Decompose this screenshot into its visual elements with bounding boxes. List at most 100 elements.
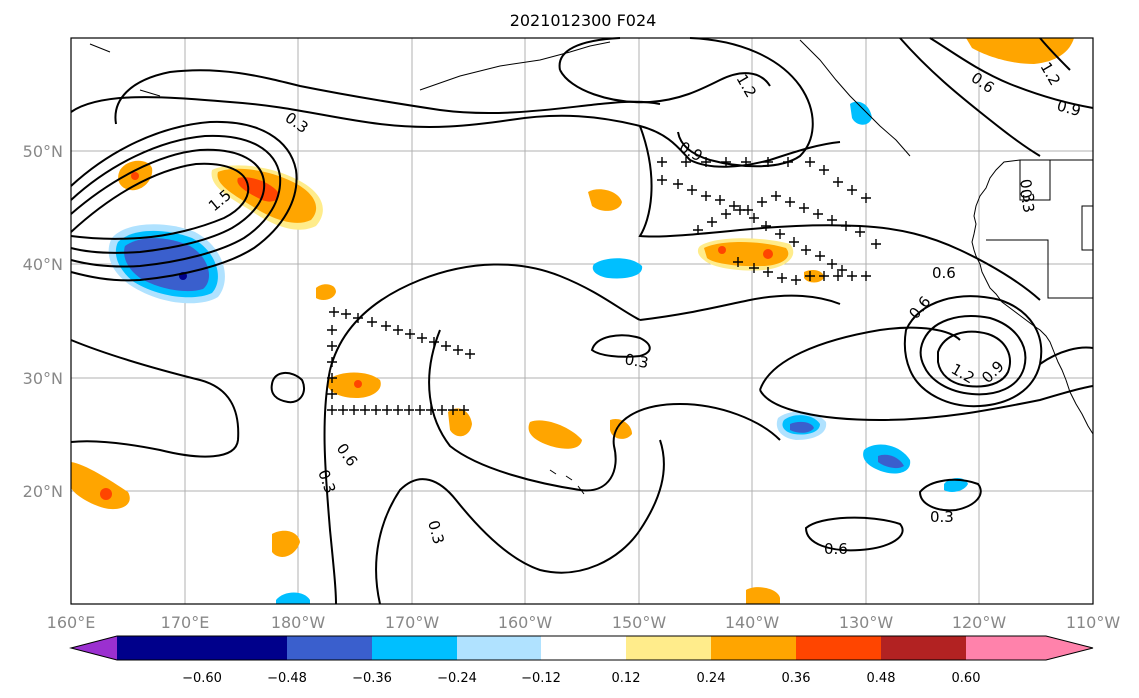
storm-track-plus-marker <box>327 405 337 415</box>
colorbar-extend-high <box>1046 636 1093 660</box>
storm-track-plus-marker <box>833 177 843 187</box>
storm-track-plus-marker <box>441 341 451 351</box>
contour-03-sw <box>70 339 240 458</box>
pos-anomaly-ce-core-a <box>718 246 726 254</box>
storm-track-plus-marker <box>382 405 392 415</box>
contour-15-outer <box>70 120 298 282</box>
storm-track-plus-marker <box>405 329 415 339</box>
storm-track-plus-marker <box>327 341 337 351</box>
colorbar-segment <box>457 636 541 660</box>
storm-track-plus-marker <box>777 273 787 283</box>
contour-label: 0.9 <box>1055 96 1083 120</box>
storm-track-plus-marker <box>393 325 403 335</box>
storm-track-plus-marker <box>775 229 785 239</box>
neg-anomaly-alaska <box>850 101 872 125</box>
storm-track-plus-marker <box>785 197 795 207</box>
storm-track-plus-marker <box>827 215 837 225</box>
coast-west-north-america <box>971 159 1094 435</box>
storm-track-plus-marker <box>404 405 414 415</box>
storm-track-plus-marker <box>783 157 793 167</box>
storm-track-plus-marker <box>871 239 881 249</box>
contour-12-ne <box>1039 37 1071 71</box>
contour-north-loop <box>114 69 661 125</box>
pos-anomaly-small-a <box>316 284 336 300</box>
colorbar-segment <box>372 636 457 660</box>
plot-frame <box>70 37 1094 605</box>
storm-track-plus-marker <box>827 259 837 269</box>
contour-03-small <box>590 334 651 358</box>
storm-track-plus-marker <box>841 221 851 231</box>
colorbar-segment <box>541 636 626 660</box>
plot-background <box>71 38 1093 604</box>
colorbar-tick-label: −0.36 <box>352 671 392 686</box>
storm-track-plus-marker <box>681 157 691 167</box>
pos-anomaly-small-c <box>528 420 582 449</box>
pos-anomaly-small-g <box>746 587 780 604</box>
contour-12-inner <box>559 69 771 104</box>
storm-track-plus-marker <box>819 165 829 175</box>
storm-track-plus-marker <box>657 157 667 167</box>
colorbar-outline <box>69 635 1094 661</box>
contour-06-center <box>329 263 641 371</box>
contour-label: 0.6 <box>824 540 848 558</box>
storm-track-plus-marker <box>729 201 739 211</box>
contour-label: 0.6 <box>932 264 956 282</box>
neg-anomaly-se-small <box>944 478 968 492</box>
contour-06-se <box>903 295 1043 408</box>
contour-12-n <box>558 37 814 168</box>
storm-track-plus-marker <box>417 333 427 343</box>
storm-track-plus-marker <box>721 157 731 167</box>
storm-track-plus-marker <box>327 325 337 335</box>
storm-track-plus-marker <box>701 157 711 167</box>
contour-06-e <box>639 294 841 321</box>
border-state-a <box>1019 160 1051 201</box>
pos-anomaly-ce-core-b <box>763 249 773 259</box>
pos-anomaly-30n-core <box>354 380 362 388</box>
storm-track-plus-marker <box>805 271 815 281</box>
colorbar-tick-label: −0.24 <box>437 671 477 686</box>
storm-track-plus-marker <box>861 193 871 203</box>
colorbar-extend-low <box>71 636 117 660</box>
storm-track-plus-marker <box>837 265 847 275</box>
contour-03-center <box>428 329 781 492</box>
storm-track-plus-marker <box>701 191 711 201</box>
storm-track-plus-marker <box>861 271 871 281</box>
storm-track-plus-marker <box>847 185 857 195</box>
contour-03-s-b <box>375 439 665 605</box>
storm-track-plus-marker <box>721 209 731 219</box>
lon-label-140w: 140°W <box>725 613 780 632</box>
storm-track-plus-marker <box>815 251 825 261</box>
contour-03-se-small <box>918 478 982 512</box>
colorbar-segment <box>796 636 881 660</box>
colorbar-tick-label: 0.24 <box>697 671 726 686</box>
contour-03-s-a <box>323 369 337 605</box>
storm-track-plus-marker <box>847 271 857 281</box>
contour-label: 0.3 <box>1016 178 1038 205</box>
storm-track-plus-marker <box>437 405 447 415</box>
colorbar-segment <box>881 636 966 660</box>
coastlines <box>89 39 1094 495</box>
colorbar-segment <box>966 636 1046 660</box>
storm-track-plus-marker <box>707 217 717 227</box>
storm-track-plus-marker <box>741 157 751 167</box>
storm-track-plus-marker <box>448 405 458 415</box>
lat-label-50n: 50°N <box>23 142 63 161</box>
contour-small-ring <box>270 372 306 404</box>
lon-label-160w: 160°W <box>498 613 553 632</box>
pos-anomaly-small-f <box>272 530 300 557</box>
contour-15-c <box>70 148 266 254</box>
colorbar: −0.60 −0.48 −0.36 −0.24 −0.12 0.12 0.24 … <box>69 635 1094 686</box>
neg-anomaly-se-core <box>878 454 904 469</box>
storm-track-plus-marker <box>338 405 348 415</box>
storm-track-markers <box>327 157 881 415</box>
storm-track-plus-marker <box>360 405 370 415</box>
storm-track-plus-marker <box>657 175 667 185</box>
storm-track-plus-marker <box>429 337 439 347</box>
contour-06-ne <box>899 37 1041 157</box>
storm-track-plus-marker <box>341 309 351 319</box>
storm-track-plus-marker <box>819 271 829 281</box>
lat-label-20n: 20°N <box>23 482 63 501</box>
storm-track-plus-marker <box>415 405 425 415</box>
storm-track-plus-marker <box>381 321 391 331</box>
